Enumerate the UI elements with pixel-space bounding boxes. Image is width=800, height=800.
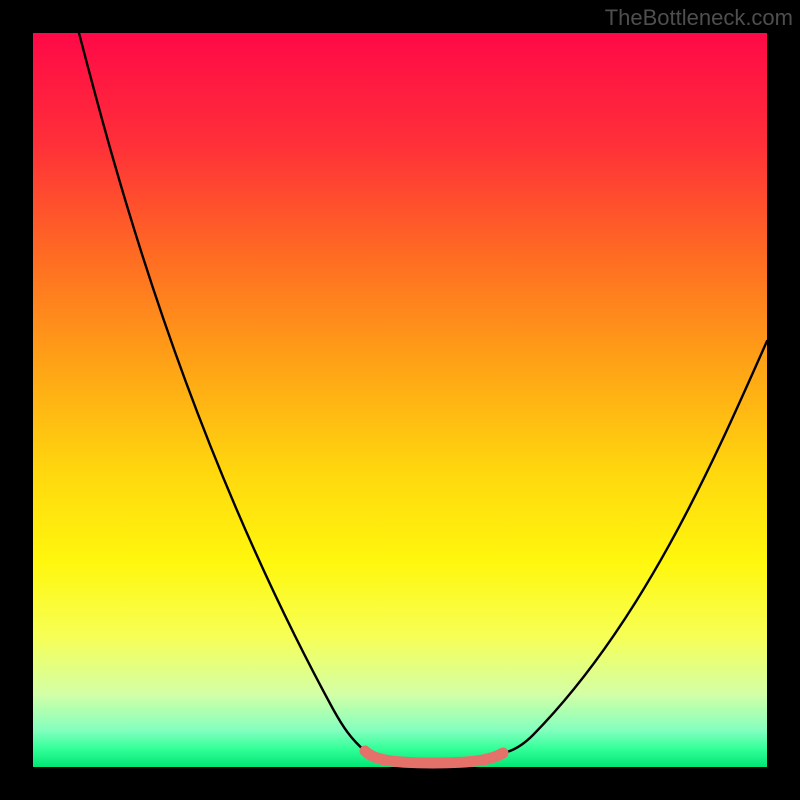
chart-frame: TheBottleneck.com bbox=[0, 0, 800, 800]
curve-layer bbox=[33, 33, 767, 767]
watermark-text: TheBottleneck.com bbox=[605, 5, 793, 31]
valley-highlight bbox=[365, 751, 503, 763]
curve-right-branch bbox=[503, 341, 767, 753]
plot-area bbox=[33, 33, 767, 767]
curve-left-branch bbox=[79, 33, 365, 751]
